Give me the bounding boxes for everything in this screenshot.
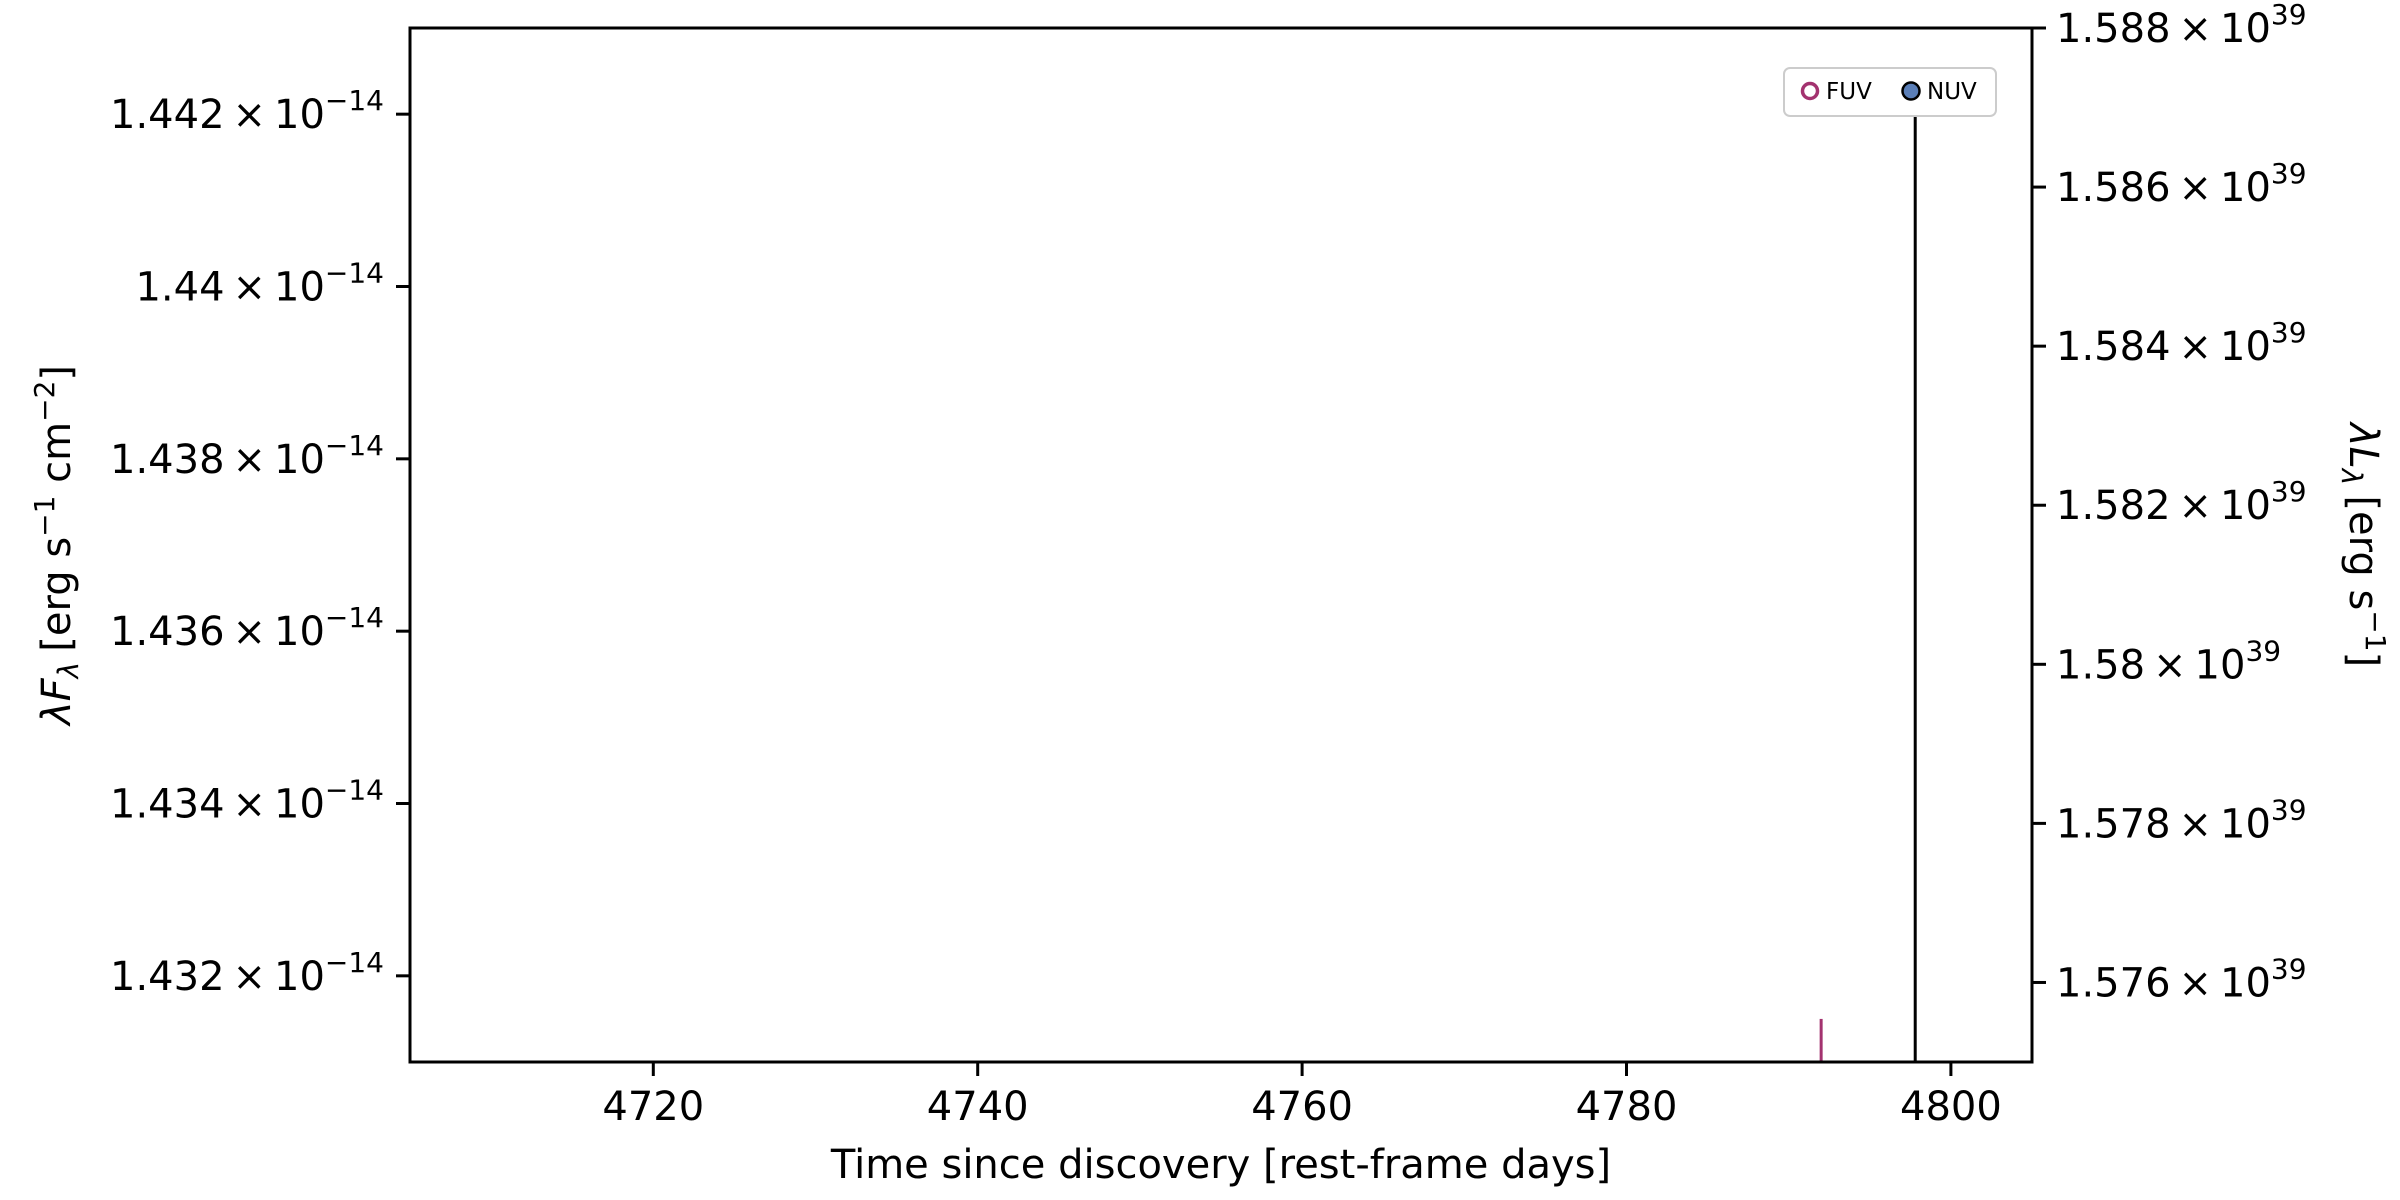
y-right-label-sup1: −1 [2359,610,2392,651]
y-axis-left-label: λFλ [erg s−1 cm−2] [28,365,85,727]
y-left-tick-label: 1.438 × 10−14 [110,429,384,483]
y-left-tick-label: 1.44 × 10−14 [135,257,384,311]
y-left-label-sup1: −1 [28,496,61,537]
y-right-tick-label: 1.578 × 1039 [2056,793,2307,847]
y-left-tick-label: 1.434 × 10−14 [110,774,384,828]
x-tick-label: 4800 [1900,1084,2002,1130]
y-right-label-end: ] [2340,652,2386,668]
y-axis-right-label: λLλ [erg s−1] [2335,421,2392,667]
y-right-tick-label: 1.576 × 1039 [2056,952,2307,1006]
y-left-tick-label: 1.436 × 10−14 [110,601,384,655]
y-axis-right: 1.576 × 1039 1.578 × 1039 1.58 × 1039 1.582… [2032,0,2307,1006]
y-right-tick-label: 1.58 × 1039 [2056,634,2281,688]
x-axis-label: Time since discovery [rest-frame days] [830,1142,1611,1188]
y-right-label-text: [erg s [2340,495,2386,610]
x-tick-label: 4740 [927,1084,1029,1130]
y-left-label-prefix: λF [34,677,80,727]
y-right-tick-label: 1.586 × 1039 [2056,157,2307,211]
legend-fuv-marker [1800,81,1820,101]
legend-nuv-label: NUV [1927,79,1977,105]
y-axis-left: 1.432 × 10−14 1.434 × 10−14 1.436 × 10−14 1… [110,84,410,1000]
x-tick-label: 4780 [1576,1084,1678,1130]
y-right-tick-label: 1.588 × 1039 [2056,0,2307,52]
y-left-label-end: ] [34,365,80,381]
y-right-label-prefix: λL [2340,421,2386,469]
y-right-tick-label: 1.584 × 1039 [2056,316,2307,370]
x-tick-label: 4760 [1251,1084,1353,1130]
y-left-label-sup2: −2 [28,381,61,422]
y-left-label-mid: cm [34,422,80,496]
legend-nuv-marker [1901,81,1921,101]
y-left-tick-label: 1.432 × 10−14 [110,946,384,1000]
y-right-label-sub: λ [2335,467,2368,486]
x-axis: 4720 4740 4760 4780 4800 [602,1062,2002,1130]
y-right-tick-label: 1.582 × 1039 [2056,475,2307,529]
y-left-label-sub: λ [52,662,85,681]
plot-frame [408,26,2034,1064]
plot-content [1819,114,1917,1062]
legend-box [1783,67,1997,117]
x-tick-label: 4720 [602,1084,704,1130]
legend: FUV NUV [1783,67,1997,117]
legend-fuv-label: FUV [1826,79,1872,105]
y-left-label-text: [erg s [34,537,80,652]
y-left-tick-label: 1.442 × 10−14 [110,84,384,138]
